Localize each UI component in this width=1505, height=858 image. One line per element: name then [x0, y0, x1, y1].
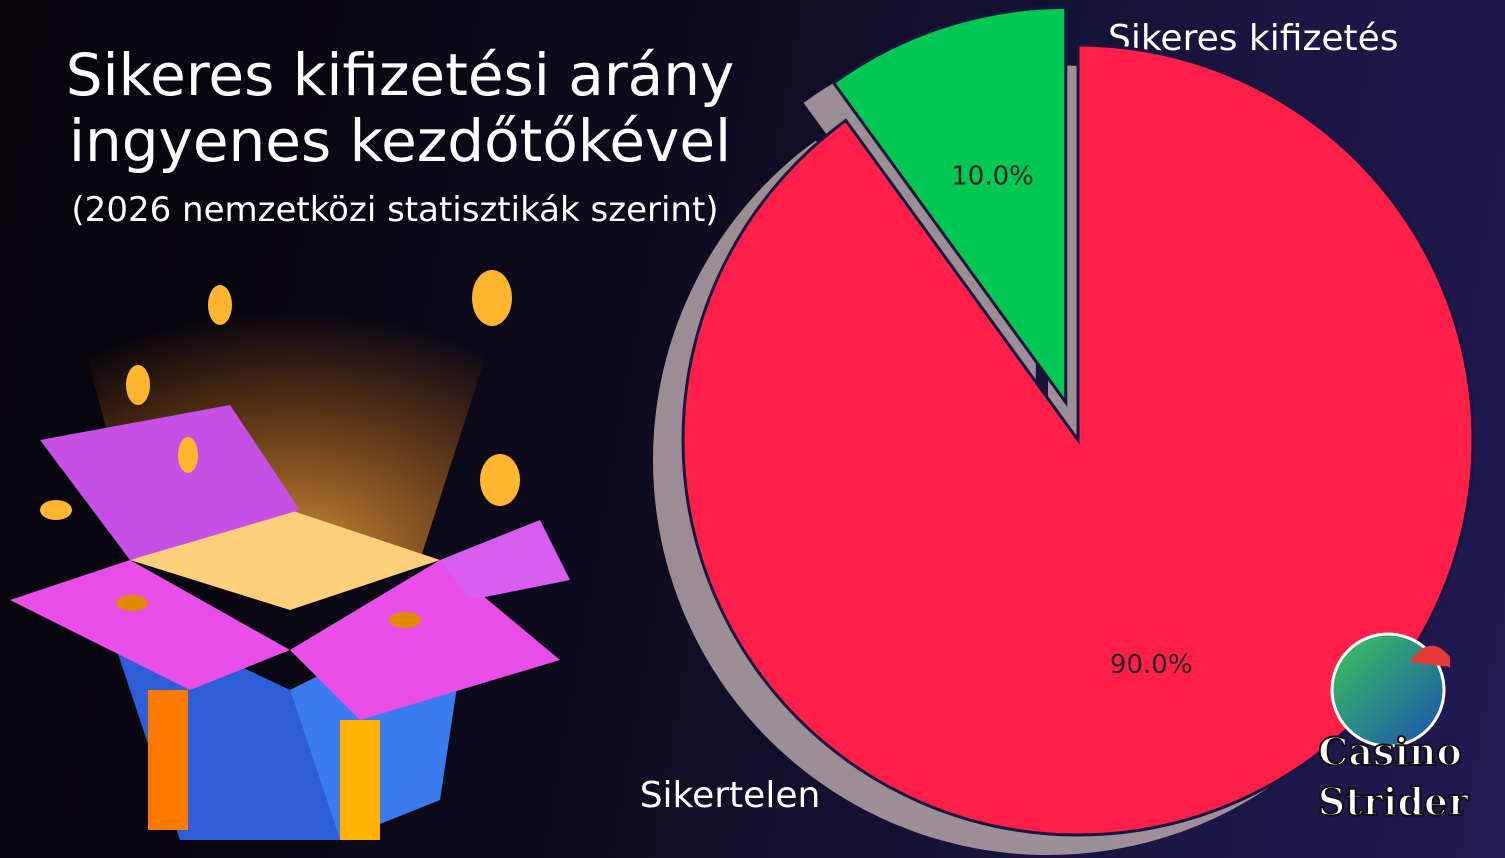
- chart-subtitle: (2026 nemzetközi statisztikák szerint): [71, 190, 719, 230]
- chart-title: Sikeres kifizetési arány ingyenes kezdőt…: [65, 41, 735, 175]
- logo-text: Casino: [1318, 729, 1462, 774]
- gift-illustration: [10, 250, 570, 840]
- slice: [831, 5, 1068, 408]
- category-label: Sikertelen: [640, 775, 821, 816]
- slice: [681, 43, 1475, 837]
- logo-text: Strider: [1318, 779, 1469, 824]
- value-label: 90.0%: [1110, 650, 1193, 680]
- value-label: 10.0%: [951, 162, 1034, 192]
- logo: Casino Strider: [1317, 632, 1470, 825]
